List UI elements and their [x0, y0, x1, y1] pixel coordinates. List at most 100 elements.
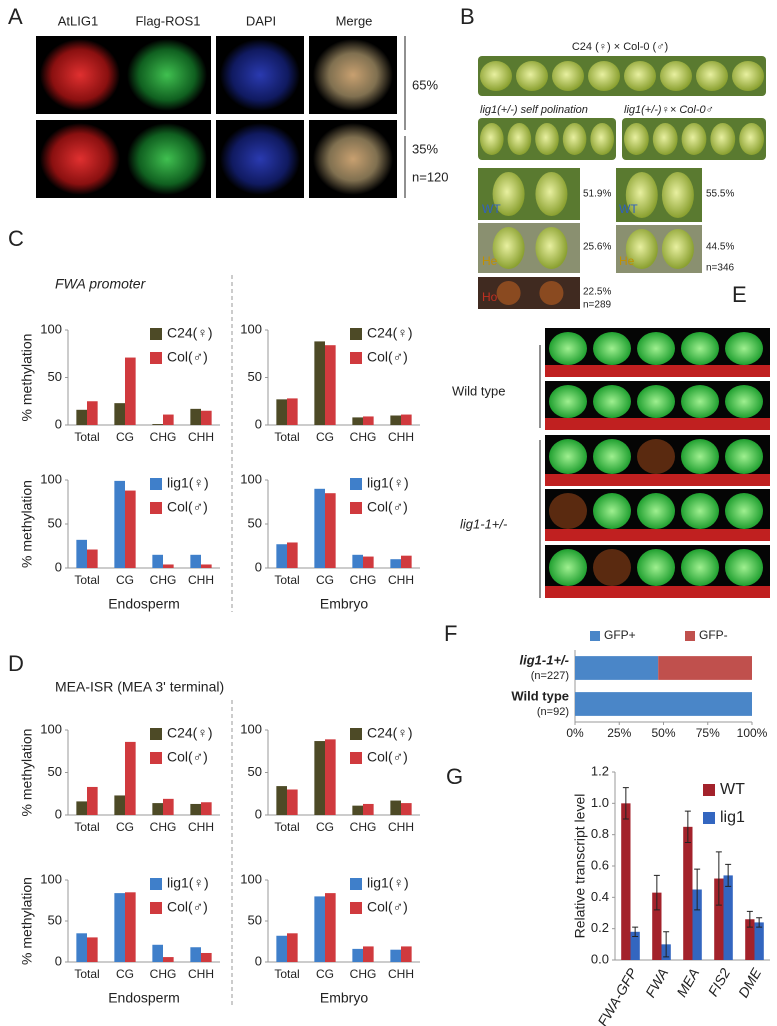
image-layer: [36, 36, 770, 598]
x-tick-label: Total: [74, 967, 99, 981]
bar: [390, 415, 401, 425]
x-tick-label: MEA: [673, 965, 702, 999]
seed: [681, 123, 707, 155]
embryo: [681, 549, 719, 586]
bar: [152, 944, 163, 962]
bar: [390, 559, 401, 568]
silique: [478, 56, 766, 96]
x-tick-label: Total: [74, 573, 99, 587]
bar: [276, 935, 287, 962]
legend-swatch: [350, 502, 362, 514]
bar: [325, 493, 336, 568]
legend-label: Col(♂): [367, 749, 408, 765]
percent: 51.9%: [583, 189, 611, 200]
bar: [363, 946, 374, 962]
y-tick-label: 50: [48, 515, 62, 530]
seed: [652, 123, 678, 155]
x-tick-label: CG: [116, 967, 134, 981]
x-tick-label: FWA: [642, 965, 671, 1000]
bar: [76, 801, 87, 815]
bar: [714, 878, 724, 960]
embryo: [637, 493, 675, 529]
y-axis-label: Relative transcript level: [572, 794, 588, 939]
bar: [201, 802, 212, 815]
bar: [276, 786, 287, 815]
x-tick-label: CHG: [350, 967, 377, 981]
embryo: [725, 493, 763, 529]
y-tick-label: Wild type: [511, 688, 569, 703]
y-tick-label: 100: [40, 471, 62, 486]
bar: [652, 892, 662, 960]
legend-label: Col(♂): [167, 499, 208, 515]
group-label: Wild type: [452, 383, 505, 398]
class-label: Ho: [482, 290, 498, 304]
y-tick-label: 0.4: [591, 889, 609, 904]
y-tick-label: 0: [55, 953, 62, 968]
x-tick-label: CHG: [350, 573, 377, 587]
nucleus: [127, 39, 207, 111]
bar: [190, 554, 201, 568]
x-tick-label: CG: [316, 430, 334, 444]
nucleus: [313, 39, 393, 111]
embryo: [681, 439, 719, 474]
x-tick-label: CHH: [188, 430, 214, 444]
seed: [492, 227, 525, 269]
y-tick-label: 100: [40, 721, 62, 736]
y-tick-label: 50: [248, 912, 262, 927]
x-tick-label: CG: [116, 430, 134, 444]
legend-swatch: [150, 328, 162, 340]
legend-swatch: [150, 878, 162, 890]
bar: [575, 692, 752, 716]
legend-swatch: [350, 752, 362, 764]
count: n=346: [706, 263, 735, 274]
y-axis-label: % methylation: [19, 877, 35, 965]
bar: [692, 889, 702, 960]
legend-label: Col(♂): [367, 349, 408, 365]
legend-swatch: [150, 902, 162, 914]
embryo: [549, 439, 587, 474]
legend-label: GFP-: [699, 628, 728, 642]
bar: [76, 933, 87, 962]
percent: 65%: [412, 77, 438, 92]
x-tick-label: CHH: [188, 573, 214, 587]
bar: [314, 896, 325, 962]
y-axis-label: % methylation: [19, 480, 35, 568]
x-tick-label: CHH: [388, 430, 414, 444]
bar: [201, 952, 212, 962]
panel-letter: C: [8, 226, 24, 251]
x-axis-label: Endosperm: [108, 596, 180, 612]
cross-label: lig1(+/-) self polination: [480, 104, 588, 116]
error-bar: [663, 931, 670, 958]
bar: [314, 488, 325, 568]
y-tick-label: 100: [40, 871, 62, 886]
y-tick-label: 100: [240, 721, 262, 736]
bar: [125, 892, 136, 962]
x-tick-label: Total: [274, 820, 299, 834]
y-tick-label: 0: [255, 953, 262, 968]
seed: [625, 229, 658, 269]
y-tick-label: 50: [48, 369, 62, 384]
x-tick-label: FIS2: [705, 965, 734, 999]
bar: [190, 803, 201, 815]
bar: [745, 919, 755, 960]
legend-swatch: [150, 752, 162, 764]
bar: [276, 544, 287, 568]
y-tick-label: 50: [248, 369, 262, 384]
percent: 35%: [412, 141, 438, 156]
seed: [739, 123, 764, 155]
x-tick-label: CHG: [150, 820, 177, 834]
legend-label: lig1(♀): [167, 875, 209, 891]
legend-swatch: [703, 784, 715, 796]
cross-label: lig1(+/-)♀× Col-0♂: [624, 104, 714, 116]
y-tick-label: 100: [240, 871, 262, 886]
legend-label: WT: [720, 781, 745, 798]
legend-swatch: [150, 352, 162, 364]
panel-title: FWA promoter: [55, 276, 147, 292]
bar: [390, 949, 401, 962]
bar: [575, 656, 659, 680]
embryo: [593, 439, 631, 474]
silique-wall: [545, 418, 770, 430]
bar: [363, 556, 374, 568]
y-tick-label: 100: [240, 321, 262, 336]
bar: [401, 803, 412, 815]
